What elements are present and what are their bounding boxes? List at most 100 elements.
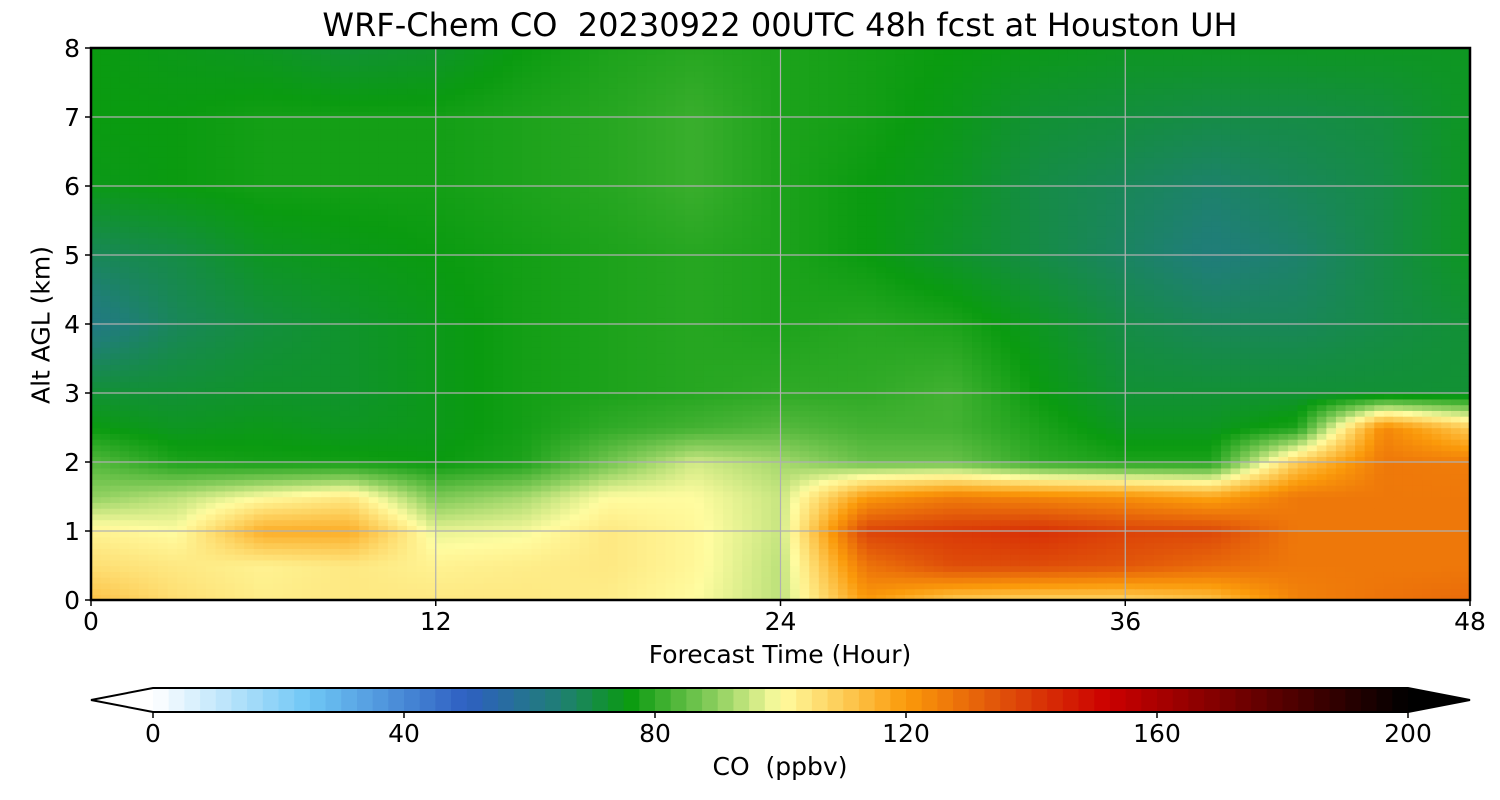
heatmap-cell (129, 502, 140, 509)
heatmap-cell (435, 513, 447, 521)
heatmap-cell (1460, 502, 1470, 509)
heatmap-cell (1288, 450, 1299, 457)
heatmap-cell (502, 496, 514, 503)
heatmap-cell (1249, 467, 1261, 475)
heatmap-cell (416, 519, 427, 526)
heatmap-cell (588, 439, 600, 446)
heatmap-cell (1211, 479, 1222, 486)
heatmap-cell (560, 427, 571, 434)
heatmap-cell (387, 525, 399, 532)
heatmap-cell (1144, 444, 1155, 452)
heatmap-cell (1077, 496, 1088, 503)
heatmap-cell (866, 571, 877, 578)
heatmap-cell (531, 502, 542, 509)
heatmap-cell (627, 473, 638, 480)
heatmap-cell (483, 416, 494, 423)
heatmap-cell (1316, 577, 1328, 584)
heatmap-cell (1393, 467, 1404, 475)
heatmap-cell (560, 410, 571, 417)
heatmap-cell (1402, 525, 1414, 532)
heatmap-cell (110, 502, 121, 509)
heatmap-cell (828, 519, 839, 526)
heatmap-cell (608, 490, 619, 498)
heatmap-cell (1096, 439, 1107, 446)
heatmap-cell (1345, 490, 1356, 498)
heatmap-cell (809, 571, 820, 578)
heatmap-cell (1374, 513, 1385, 521)
heatmap-cell (866, 554, 877, 561)
heatmap-cell (1383, 404, 1395, 411)
heatmap-cell (703, 410, 715, 417)
heatmap-cell (1221, 582, 1232, 590)
heatmap-cell (148, 525, 159, 532)
heatmap-cell (541, 479, 552, 486)
heatmap-cell (972, 582, 983, 590)
heatmap-cell (1173, 571, 1184, 578)
heatmap-cell (598, 577, 609, 584)
heatmap-cell (770, 513, 782, 521)
heatmap-cell (780, 450, 791, 457)
heatmap-cell (598, 473, 609, 480)
heatmap-cell (1125, 456, 1136, 463)
heatmap-cell (780, 519, 791, 526)
heatmap-cell (196, 531, 207, 538)
heatmap-cell (1115, 502, 1126, 509)
heatmap-cell (119, 485, 131, 492)
heatmap-cell (1450, 525, 1462, 532)
heatmap-cell (847, 479, 858, 486)
heatmap-cell (799, 439, 810, 446)
heatmap-cell (186, 542, 198, 549)
heatmap-cell (158, 490, 169, 498)
heatmap-cell (885, 508, 897, 515)
heatmap-cell (445, 427, 456, 434)
heatmap-cell (684, 554, 696, 561)
heatmap-cell (1307, 421, 1318, 429)
heatmap-cell (138, 513, 150, 521)
heatmap-cell (378, 421, 389, 429)
heatmap-cell (521, 565, 533, 572)
heatmap-cell (1163, 496, 1174, 503)
heatmap-cell (148, 444, 159, 452)
heatmap-cell (435, 398, 447, 406)
heatmap-cell (972, 508, 983, 515)
heatmap-cell (799, 479, 810, 486)
heatmap-cell (1192, 571, 1203, 578)
heatmap-cell (1201, 559, 1213, 567)
heatmap-cell (474, 519, 485, 526)
heatmap-cell (646, 462, 657, 469)
heatmap-cell (521, 536, 533, 544)
heatmap-cell (1029, 444, 1040, 452)
heatmap-cell (1048, 462, 1059, 469)
heatmap-cell (904, 416, 916, 423)
heatmap-cell (234, 577, 245, 584)
heatmap-cell (1450, 444, 1462, 452)
heatmap-cell (866, 398, 877, 406)
heatmap-cell (483, 439, 494, 446)
heatmap-cell (292, 548, 303, 555)
heatmap-cell (1192, 513, 1203, 521)
heatmap-cell (933, 462, 944, 469)
heatmap-cell (541, 582, 552, 590)
heatmap-cell (1173, 565, 1184, 572)
heatmap-cell (943, 479, 954, 486)
heatmap-cell (1153, 582, 1165, 590)
heatmap-cell (541, 519, 552, 526)
heatmap-cell (1201, 496, 1213, 503)
heatmap-cell (512, 462, 523, 469)
heatmap-cell (368, 571, 379, 578)
heatmap-cell (1058, 473, 1069, 480)
heatmap-cell (1268, 410, 1280, 417)
heatmap-cell (138, 462, 150, 469)
heatmap-cell (952, 479, 964, 486)
heatmap-cell (1058, 536, 1069, 544)
heatmap-cell (1077, 502, 1088, 509)
heatmap-cell (196, 450, 207, 457)
heatmap-cell (866, 542, 877, 549)
heatmap-cell (904, 594, 916, 600)
heatmap-cell (1086, 485, 1098, 492)
heatmap-cell (1240, 473, 1251, 480)
heatmap-cell (320, 565, 332, 572)
heatmap-cell (780, 594, 791, 600)
heatmap-cell (397, 404, 408, 411)
heatmap-cell (205, 485, 217, 492)
